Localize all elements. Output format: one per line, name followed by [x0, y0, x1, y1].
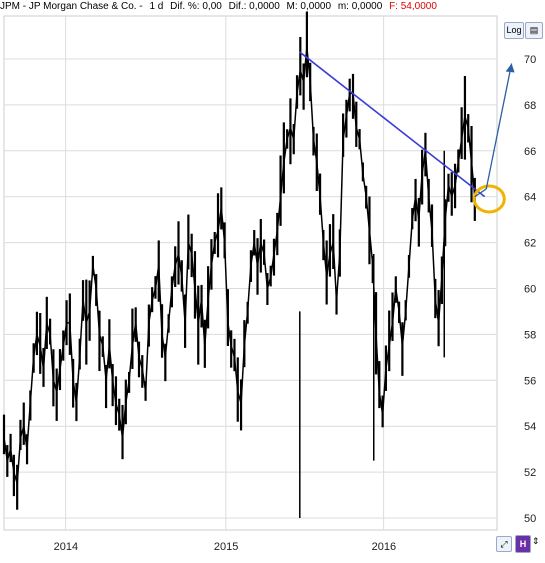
y-tick-label: 62 — [524, 238, 536, 250]
x-tick-label: 2014 — [54, 541, 78, 553]
y-tick-label: 54 — [524, 421, 536, 433]
x-tick-label: 2016 — [372, 541, 396, 553]
annotation-layer — [472, 63, 515, 214]
symbol-label: JPM - JP Morgan Chase & Co. - — [0, 1, 143, 12]
y-tick-label: 66 — [524, 146, 536, 158]
close-label: F: 54,0000 — [389, 1, 437, 12]
trendline-layer — [299, 51, 486, 198]
y-tick-label: 56 — [524, 375, 536, 387]
h-marker-icon[interactable]: H — [515, 535, 531, 553]
highlight-circle — [472, 184, 506, 214]
log-button-label: Log — [506, 25, 522, 35]
projection-arrow — [485, 63, 513, 190]
x-axis: 2014 2015 2016 — [54, 541, 396, 553]
arrow-head — [505, 63, 515, 73]
price-line — [3, 47, 476, 484]
trendline — [299, 51, 486, 198]
y-tick-label: 52 — [524, 467, 536, 479]
y-tick-label: 58 — [524, 329, 536, 341]
projection-line-down — [474, 188, 487, 198]
y-tick-label: 60 — [524, 283, 536, 295]
dif-label: Dif.: 0,0000 — [228, 1, 280, 12]
chart-header: JPM - JP Morgan Chase & Co. - 1 d Dif. %… — [0, 0, 441, 14]
interval-label: 1 d — [149, 1, 164, 12]
y-tick-label: 70 — [524, 54, 536, 66]
price-series — [2, 11, 476, 518]
dif-pct-label: Dif. %: 0,00 — [170, 1, 222, 12]
y-axis: 50 52 54 56 58 60 62 64 66 68 70 — [524, 54, 536, 525]
min-label: m: 0,0000 — [337, 1, 383, 12]
y-tick-label: 50 — [524, 513, 536, 525]
y-tick-label: 68 — [524, 100, 536, 112]
x-tick-label: 2015 — [214, 541, 238, 553]
max-label: M: 0,0000 — [286, 1, 332, 12]
resize-handle-icon[interactable]: ⇕ — [532, 536, 540, 546]
plot-frame — [3, 15, 498, 531]
y-tick-label: 64 — [524, 192, 536, 204]
log-scale-button[interactable]: Log — [504, 22, 524, 39]
expand-icon[interactable]: ⤢ — [496, 536, 512, 552]
layers-icon[interactable]: ▤ — [525, 22, 543, 39]
